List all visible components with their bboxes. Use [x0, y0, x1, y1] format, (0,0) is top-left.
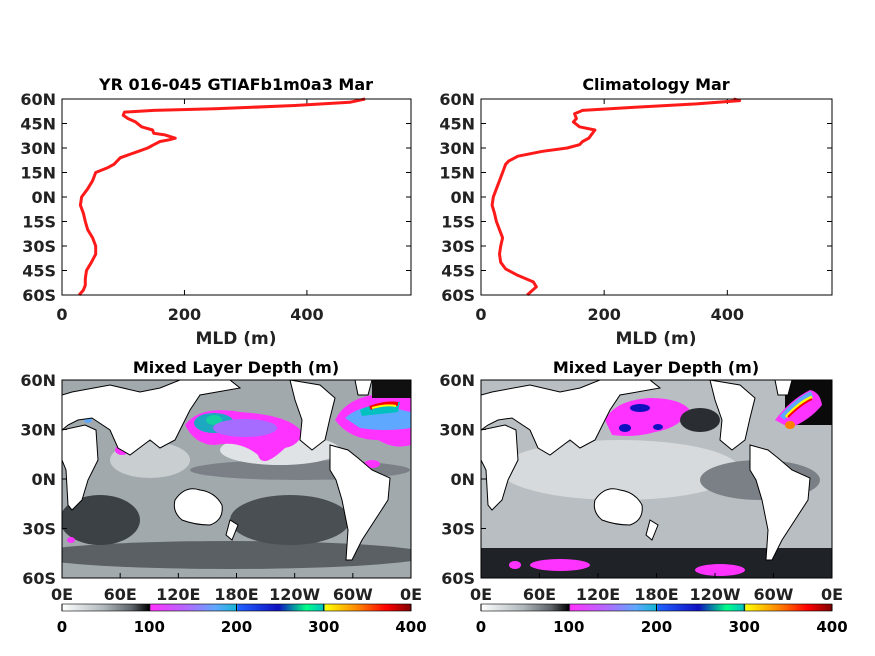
map-x-tick-label: 60W — [754, 585, 794, 604]
colorbar-tick-label: 0 — [57, 618, 67, 636]
y-tick-label: 60S — [22, 286, 56, 305]
profile-model-xlabel: MLD (m) — [195, 329, 276, 349]
y-tick-label: 0N — [450, 188, 475, 207]
map-clim-title: Mixed Layer Depth (m) — [553, 358, 759, 377]
x-tick-label: 0 — [475, 305, 486, 324]
map-y-tick-label: 60S — [22, 569, 56, 588]
x-tick-label: 400 — [290, 305, 323, 324]
map-y-tick-label: 60S — [441, 569, 475, 588]
y-tick-label: 0N — [31, 188, 56, 207]
map-y-tick-label: 30N — [20, 421, 56, 440]
map-model-field — [62, 380, 411, 578]
map-clim-field — [481, 380, 832, 578]
y-tick-label: 60N — [439, 90, 475, 109]
colorbar-tick-label: 200 — [641, 618, 672, 636]
map-x-tick-label: 180E — [634, 585, 678, 604]
map-model-title: Mixed Layer Depth (m) — [133, 358, 339, 377]
profile-clim-xlabel: MLD (m) — [615, 329, 696, 349]
map-x-tick-label: 0E — [400, 585, 422, 604]
colorbar-tick-label: 300 — [729, 618, 760, 636]
colorbar-tick-label: 400 — [816, 618, 847, 636]
colorbar-model-ticks: 0 100 200 300 400 — [57, 604, 427, 636]
map-x-tick-label: 60E — [523, 585, 556, 604]
x-tick-label: 400 — [711, 305, 744, 324]
y-tick-label: 15N — [439, 164, 475, 183]
map-x-tick-label: 180E — [214, 585, 258, 604]
y-tick-label: 15S — [441, 213, 475, 232]
map-x-tick-label: 120E — [156, 585, 200, 604]
map-y-tick-label: 60N — [439, 371, 475, 390]
y-tick-label: 45S — [441, 262, 475, 281]
colorbar-tick-label: 200 — [221, 618, 252, 636]
map-panel-model: Mixed Layer Depth (m) — [20, 358, 427, 636]
x-tick-label: 200 — [587, 305, 620, 324]
y-tick-label: 15S — [22, 213, 56, 232]
map-x-tick-label: 0E — [51, 585, 73, 604]
colorbar-tick-label: 0 — [476, 618, 486, 636]
y-tick-label: 60N — [20, 90, 56, 109]
colorbar-tick-label: 400 — [395, 618, 426, 636]
colorbar-tick-label: 300 — [308, 618, 339, 636]
profile-clim-line — [490, 97, 742, 297]
map-x-tick-label: 60E — [104, 585, 137, 604]
colorbar-tick-label: 100 — [553, 618, 584, 636]
profile-model-frame — [61, 98, 412, 296]
y-tick-label: 45N — [439, 115, 475, 134]
map-y-tick-label: 30S — [441, 520, 475, 539]
profile-clim-title: Climatology Mar — [582, 75, 729, 94]
colorbar-clim-ticks: 0 100 200 300 400 — [476, 604, 848, 636]
y-tick-label: 30S — [441, 237, 475, 256]
profile-clim-frame — [480, 98, 833, 296]
profile-panel-climatology: Climatology Mar 60N45N30N15N0N15S30S45S6… — [439, 75, 833, 349]
x-tick-label: 200 — [168, 305, 201, 324]
profile-model-line — [77, 97, 366, 296]
y-tick-label: 30S — [22, 237, 56, 256]
x-tick-label: 0 — [56, 305, 67, 324]
map-y-tick-label: 30N — [439, 421, 475, 440]
y-tick-label: 15N — [20, 164, 56, 183]
map-x-tick-label: 0E — [470, 585, 492, 604]
map-y-tick-label: 60N — [20, 371, 56, 390]
profile-panel-model: YR 016-045 GTIAFb1m0a3 Mar 60N 45N 30N 15N 0… — [20, 75, 412, 349]
y-tick-label: 60S — [441, 286, 475, 305]
y-tick-label: 30N — [20, 139, 56, 158]
map-x-tick-label: 60W — [333, 585, 373, 604]
map-x-tick-label: 0E — [821, 585, 843, 604]
map-panel-climatology: Mixed Layer Depth (m) — [439, 358, 847, 636]
colorbar-tick-label: 100 — [134, 618, 165, 636]
map-x-tick-label: 120E — [576, 585, 620, 604]
map-x-tick-label: 120W — [269, 585, 320, 604]
y-tick-label: 30N — [439, 139, 475, 158]
map-y-tick-label: 30S — [22, 520, 56, 539]
map-y-tick-label: 0N — [450, 470, 475, 489]
map-y-tick-label: 0N — [31, 470, 56, 489]
map-x-tick-label: 120W — [689, 585, 740, 604]
profile-model-title: YR 016-045 GTIAFb1m0a3 Mar — [98, 75, 373, 94]
y-tick-label: 45S — [22, 262, 56, 281]
y-tick-label: 45N — [20, 115, 56, 134]
